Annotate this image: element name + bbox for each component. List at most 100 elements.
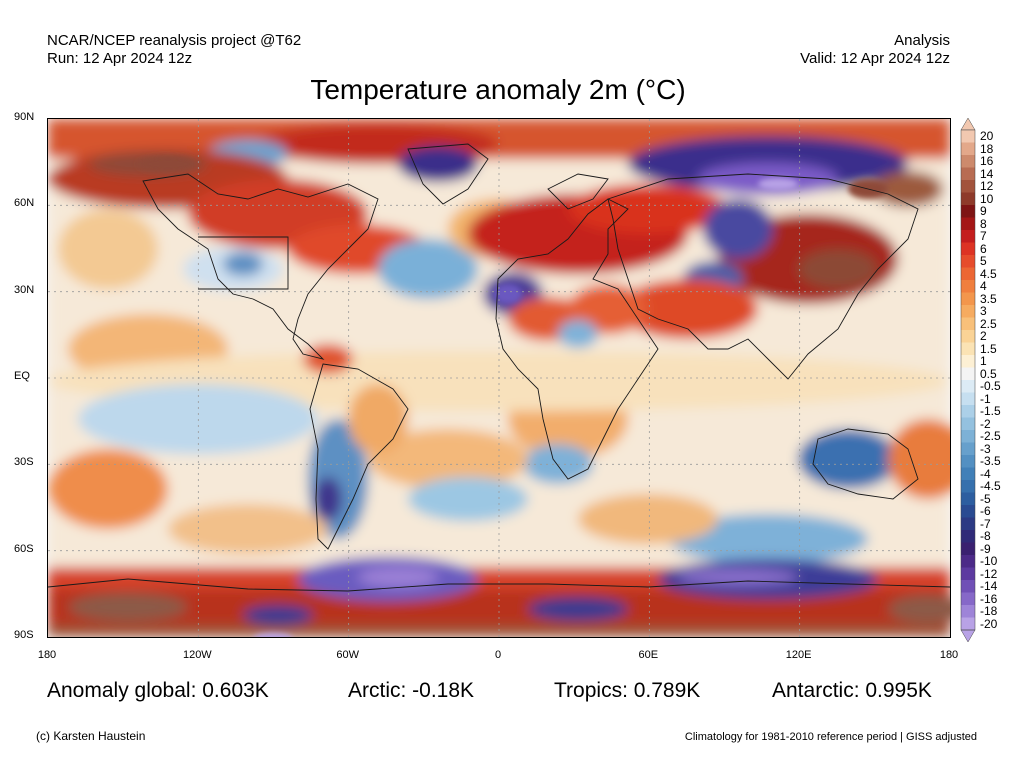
header-right: Analysis Valid: 12 Apr 2024 12z <box>800 32 950 68</box>
lon-label: 180 <box>939 649 959 661</box>
arctic-anomaly: Arctic: -0.18K <box>348 679 475 702</box>
colorbar-label: -3 <box>980 441 991 456</box>
anomaly-map <box>47 118 951 638</box>
colorbar-label: -2.5 <box>980 429 1001 444</box>
colorbar-label: 4.5 <box>980 266 997 281</box>
lon-label: 0 <box>494 649 502 661</box>
colorbar-label: 8 <box>980 216 987 231</box>
colorbar-label: -8 <box>980 529 991 544</box>
analysis-label: Analysis <box>894 32 950 49</box>
colorbar-swatch <box>961 180 975 193</box>
colorbar-label: -4.5 <box>980 479 1001 494</box>
colorbar-swatch <box>961 555 975 568</box>
credit-label: (c) Karsten Haustein <box>36 729 146 743</box>
colorbar-frame <box>960 129 976 631</box>
colorbar-swatch <box>961 280 975 293</box>
lon-label: 60E <box>638 649 659 661</box>
colorbar-label: 2 <box>980 329 987 344</box>
colorbar-swatch <box>961 580 975 593</box>
lat-label: 90N <box>14 111 35 123</box>
colorbar-swatch <box>961 380 975 393</box>
colorbar-swatch <box>961 617 975 631</box>
colorbar-swatch <box>961 330 975 343</box>
colorbar-label: 20 <box>980 129 994 144</box>
colorbar-swatch <box>961 405 975 418</box>
colorbar-label: 4 <box>980 279 987 294</box>
colorbar-label: 3 <box>980 304 987 319</box>
colorbar-label: 5 <box>980 254 987 269</box>
lon-label: 120E <box>785 649 812 661</box>
valid-label: Valid: 12 Apr 2024 12z <box>800 50 950 67</box>
colorbar-label: 0.5 <box>980 366 997 381</box>
colorbar-swatch <box>961 605 975 618</box>
colorbar-label: -14 <box>980 579 998 594</box>
colorbar-swatch <box>961 517 975 531</box>
colorbar-swatch <box>961 542 975 556</box>
colorbar-label: 7 <box>980 229 987 244</box>
anomaly-map-canvas <box>48 119 950 637</box>
lat-label: 60S <box>14 542 34 555</box>
colorbar-label: 6 <box>980 241 987 256</box>
tropics-anomaly: Tropics: 0.789K <box>554 679 701 702</box>
lat-label: EQ <box>14 370 30 382</box>
colorbar-swatch <box>961 530 975 543</box>
lon-label: 120W <box>182 649 212 661</box>
colorbar-swatch <box>961 367 975 381</box>
global-anomaly: Anomaly global: 0.603K <box>47 679 269 702</box>
climatology-note: Climatology for 1981-2010 reference peri… <box>684 731 977 743</box>
colorbar-label: 14 <box>980 166 994 181</box>
run-label: Run: 12 Apr 2024 12z <box>47 50 193 67</box>
colorbar-swatch <box>961 205 975 218</box>
colorbar-label: 16 <box>980 154 994 169</box>
colorbar-label: -1 <box>980 391 991 406</box>
colorbar-swatch <box>961 305 975 318</box>
colorbar-swatch <box>961 430 975 443</box>
colorbar-label: -4 <box>980 466 991 481</box>
colorbar-swatch <box>961 142 975 156</box>
colorbar-label: 12 <box>980 179 994 194</box>
colorbar-min-arrow <box>960 629 976 642</box>
colorbar-swatch <box>961 455 975 468</box>
header-left: NCAR/NCEP reanalysis project @T62 Run: 1… <box>47 32 301 68</box>
lat-label: 30N <box>14 283 35 296</box>
project-label: NCAR/NCEP reanalysis project @T62 <box>47 32 302 49</box>
colorbar <box>960 118 976 642</box>
colorbar-label: 18 <box>980 141 994 156</box>
colorbar-label: -20 <box>980 616 998 631</box>
colorbar-label: -12 <box>980 566 998 581</box>
colorbar-swatch <box>961 230 975 243</box>
coastlines <box>48 143 950 592</box>
colorbar-swatch <box>961 492 975 506</box>
colorbar-label: 9 <box>980 204 987 219</box>
colorbar-label: -2 <box>980 416 991 431</box>
colorbar-label: -5 <box>980 491 991 506</box>
colorbar-swatch <box>961 342 975 356</box>
colorbar-swatch <box>961 467 975 481</box>
colorbar-label: -9 <box>980 541 991 556</box>
colorbar-label: -0.5 <box>980 379 1001 394</box>
colorbar-swatch <box>961 267 975 281</box>
colorbar-label: -1.5 <box>980 404 1001 419</box>
colorbar-label: 10 <box>980 191 994 206</box>
lon-label: 180 <box>37 649 57 661</box>
colorbar-max-arrow <box>960 118 976 131</box>
colorbar-swatch <box>961 167 975 181</box>
colorbar-label: 1 <box>980 354 987 369</box>
colorbar-swatch <box>961 192 975 206</box>
colorbar-swatch <box>961 480 975 493</box>
colorbar-label: -6 <box>980 504 991 519</box>
colorbar-label: 1.5 <box>980 341 997 356</box>
colorbar-swatch <box>961 355 975 368</box>
colorbar-label: 2.5 <box>980 316 997 331</box>
colorbar-label: -3.5 <box>980 454 1001 469</box>
graticule <box>48 119 950 637</box>
colorbar-swatch <box>961 505 975 518</box>
colorbar-swatch <box>961 442 975 456</box>
lat-label: 60N <box>14 197 35 210</box>
lon-label: 60W <box>336 649 359 661</box>
colorbar-swatch <box>961 392 975 406</box>
colorbar-label: -10 <box>980 554 998 569</box>
colorbar-swatch <box>961 317 975 331</box>
colorbar-swatch <box>961 155 975 168</box>
colorbar-label: -16 <box>980 591 998 606</box>
